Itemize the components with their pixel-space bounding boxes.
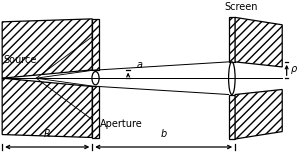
Text: $\rho$: $\rho$ <box>290 64 298 76</box>
Polygon shape <box>92 86 99 137</box>
Polygon shape <box>229 17 235 62</box>
Ellipse shape <box>92 72 99 85</box>
Polygon shape <box>92 19 99 70</box>
Polygon shape <box>2 78 92 137</box>
Text: $b$: $b$ <box>160 127 167 139</box>
Text: $R$: $R$ <box>43 127 51 139</box>
Ellipse shape <box>229 62 235 95</box>
Polygon shape <box>2 19 92 78</box>
Text: Aperture: Aperture <box>100 119 143 129</box>
Polygon shape <box>235 17 282 67</box>
Polygon shape <box>229 95 235 139</box>
Text: Source: Source <box>3 55 36 65</box>
Text: $a$: $a$ <box>136 60 143 70</box>
Text: Screen: Screen <box>224 2 257 12</box>
Polygon shape <box>235 89 282 139</box>
